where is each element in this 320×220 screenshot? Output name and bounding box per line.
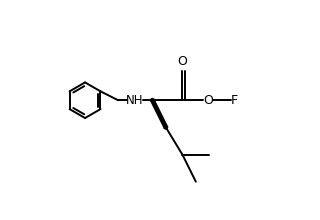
Text: F: F: [230, 94, 237, 107]
Text: O: O: [203, 94, 213, 107]
Text: O: O: [177, 55, 187, 68]
Text: NH: NH: [126, 94, 144, 107]
